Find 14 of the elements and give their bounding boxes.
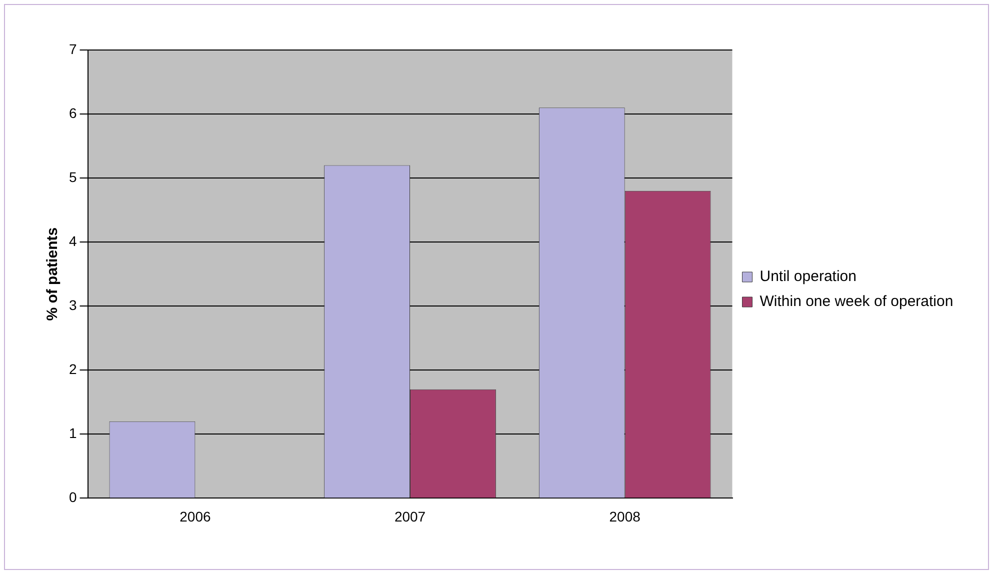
legend-label: Within one week of operation: [760, 293, 954, 310]
x-tick-label: 2008: [609, 508, 641, 524]
x-tick-label: 2006: [180, 508, 211, 524]
y-axis-title: % of patients: [44, 227, 62, 321]
y-tick-label: 5: [68, 168, 77, 185]
y-tick-label: 6: [68, 104, 77, 121]
y-tick-label: 1: [68, 425, 77, 442]
y-tick-label: 2: [68, 361, 77, 377]
legend-label: Until operation: [760, 268, 856, 286]
y-tick-label: 4: [68, 232, 77, 249]
y-tick-label: 0: [68, 489, 77, 506]
y-tick-label: 7: [68, 40, 77, 57]
y-tick-label: 3: [68, 296, 77, 313]
x-tick-label: 2007: [394, 508, 426, 524]
